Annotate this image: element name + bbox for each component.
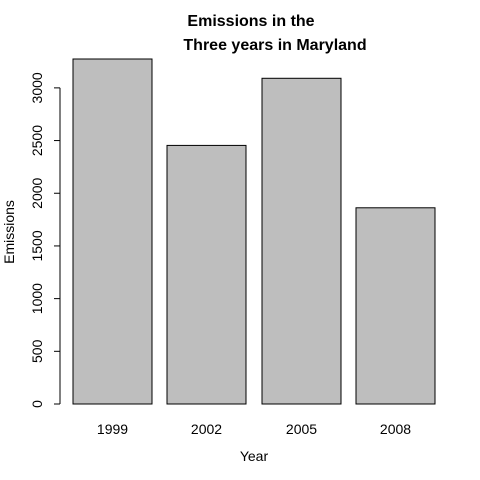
- bars-group: [72, 58, 436, 405]
- x-tick-label-2008: 2008: [380, 421, 411, 437]
- x-axis-label: Year: [240, 448, 269, 464]
- y-tick-label-1000: 1000: [29, 283, 45, 314]
- bar-2008: [355, 207, 436, 405]
- x-tick-label-1999: 1999: [97, 421, 128, 437]
- bar-2002: [166, 144, 247, 405]
- y-axis-label: Emissions: [1, 200, 17, 264]
- bar-1999: [72, 58, 153, 405]
- bar-2005: [261, 77, 342, 405]
- x-tick-label-2005: 2005: [286, 421, 317, 437]
- y-tick-label-3000: 3000: [29, 72, 45, 103]
- y-tick-label-500: 500: [29, 339, 45, 363]
- chart-title-line-1: Emissions in the: [187, 13, 314, 30]
- chart-title-line-2: Three years in Maryland: [183, 37, 366, 54]
- x-tick-label-2002: 2002: [191, 421, 222, 437]
- y-tick-label-2000: 2000: [29, 177, 45, 208]
- y-tick-label-1500: 1500: [29, 230, 45, 261]
- x-tick-labels: 1999 2002 2005 2008: [97, 421, 411, 437]
- y-axis-ticks: 0 500 1000 1500 2000 2500 3000: [29, 72, 60, 408]
- y-tick-label-2500: 2500: [29, 125, 45, 156]
- y-tick-label-0: 0: [29, 400, 45, 408]
